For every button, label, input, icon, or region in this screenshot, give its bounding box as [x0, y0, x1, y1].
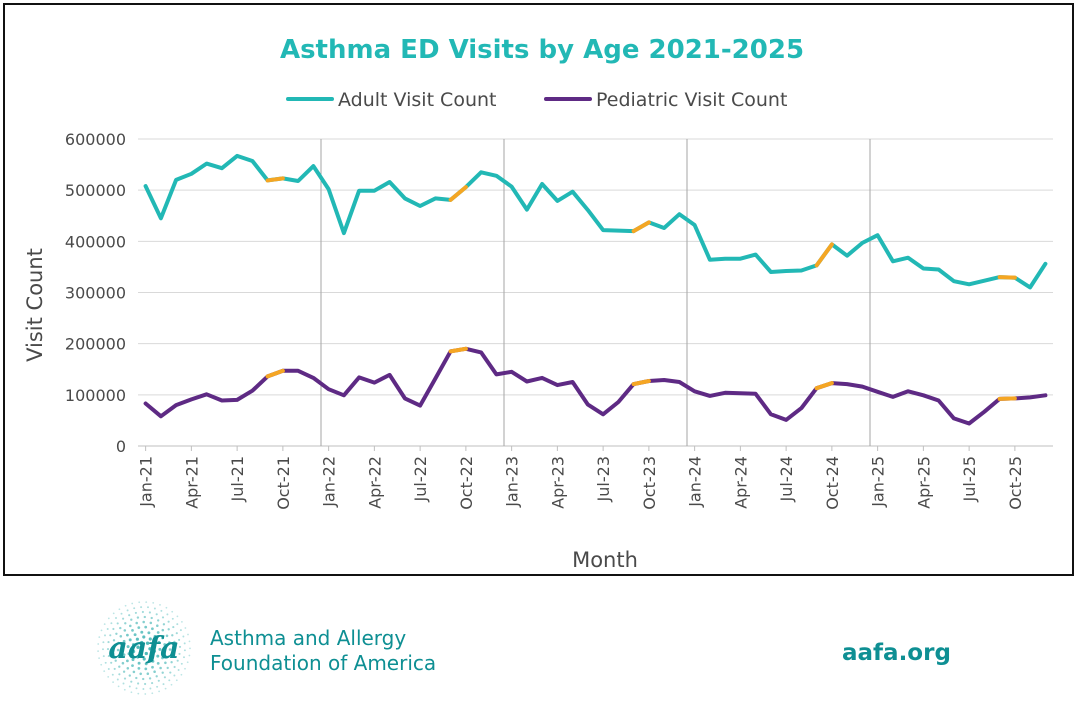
chart-title: Asthma ED Visits by Age 2021-2025 — [280, 35, 804, 65]
x-tick-label: Oct-24 — [823, 456, 842, 510]
y-tick-label: 400000 — [65, 232, 126, 251]
x-tick-label: Jan-21 — [137, 456, 156, 508]
year-dividers — [320, 139, 871, 446]
line-chart: Asthma ED Visits by Age 2021-2025 Adult … — [23, 35, 1053, 572]
highlighted-segment — [265, 176, 285, 183]
chart-container: Asthma ED Visits by Age 2021-2025 Adult … — [3, 3, 1074, 576]
x-tick-label: Jul-21 — [228, 456, 247, 502]
legend-label: Pediatric Visit Count — [596, 89, 787, 111]
x-tick-label: Jan-22 — [320, 456, 339, 508]
x-tick-label: Jul-25 — [960, 456, 979, 502]
x-tick-label: Apr-21 — [182, 456, 201, 509]
highlighted-segment — [997, 275, 1017, 280]
y-tick-label: 0 — [116, 437, 126, 456]
highlighted-segment — [631, 379, 651, 387]
logo-dot-pattern-icon — [97, 601, 191, 695]
x-axis-title: Month — [572, 548, 638, 572]
x-tick-label: Oct-21 — [274, 456, 293, 510]
y-axis-title: Visit Count — [23, 248, 47, 362]
aafa-logo: aafa — [97, 601, 191, 695]
series-lines — [143, 153, 1048, 426]
y-tick-label: 600000 — [65, 130, 126, 149]
organization-name: Asthma and Allergy Foundation of America — [210, 626, 436, 676]
x-tick-label: Jul-23 — [594, 456, 613, 502]
x-tick-label: Apr-23 — [548, 456, 567, 509]
y-tick-label: 500000 — [65, 181, 126, 200]
x-tick-label: Jul-24 — [777, 456, 796, 502]
x-tick-label: Oct-23 — [640, 456, 659, 510]
logo-wordmark: aafa — [108, 631, 179, 666]
organization-name-line2: Foundation of America — [210, 651, 437, 675]
y-axis-ticks: 0 100000 200000 300000 400000 500000 600000 — [65, 130, 126, 456]
y-tick-label: 100000 — [65, 386, 126, 405]
highlighted-segment — [814, 381, 834, 391]
x-tick-label: Oct-25 — [1006, 456, 1025, 510]
adult-series-line — [143, 153, 1048, 290]
x-tick-label: Apr-22 — [365, 456, 384, 509]
legend-label: Adult Visit Count — [338, 89, 497, 111]
x-tick-label: Jan-24 — [686, 456, 705, 508]
x-tick-label: Jan-25 — [869, 456, 888, 508]
y-tick-label: 300000 — [65, 284, 126, 303]
x-tick-label: Jan-23 — [503, 456, 522, 508]
highlighted-segment — [448, 346, 468, 354]
website-link[interactable]: aafa.org — [842, 640, 951, 666]
highlighted-segment — [265, 368, 285, 379]
x-tick-label: Apr-24 — [731, 456, 750, 509]
highlighted-segment — [448, 185, 468, 202]
highlighted-segment — [631, 220, 651, 234]
y-tick-label: 200000 — [65, 335, 126, 354]
pediatric-series-line — [143, 346, 1048, 426]
x-tick-label: Jul-22 — [411, 456, 430, 502]
x-tick-label: Apr-25 — [914, 456, 933, 509]
highlighted-segment — [997, 396, 1017, 401]
x-tick-label: Oct-22 — [457, 456, 476, 510]
highlighted-segment — [814, 242, 834, 268]
x-axis-ticks: Jan-21 Apr-21 Jul-21 Oct-21 Jan-22 Apr-22 Jul-… — [137, 446, 1025, 510]
gridlines — [138, 138, 1053, 447]
organization-name-line1: Asthma and Allergy — [210, 626, 407, 650]
legend: Adult Visit Count Pediatric Visit Count — [286, 89, 787, 111]
